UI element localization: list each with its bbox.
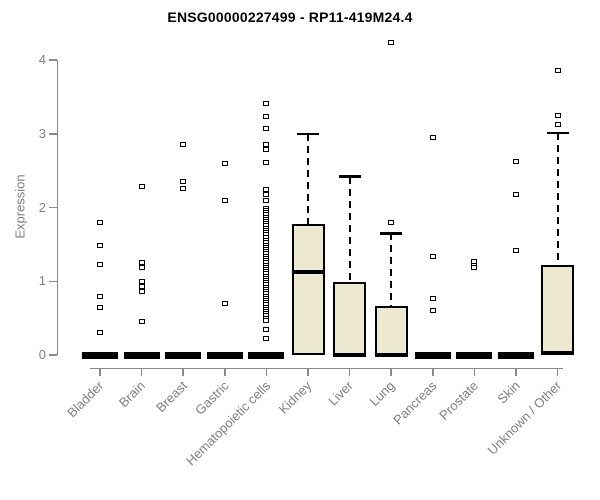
outlier-point	[138, 259, 145, 265]
outlier-point	[180, 142, 187, 148]
outlier-point	[263, 197, 270, 203]
x-axis-tick	[99, 368, 101, 376]
whisker-cap	[338, 175, 361, 178]
median-line	[541, 350, 575, 355]
median-line	[333, 353, 367, 357]
outlier-point	[263, 113, 270, 119]
x-axis-category-label: Unknown / Other	[348, 377, 565, 458]
box	[374, 306, 408, 355]
outlier-point	[263, 327, 270, 333]
outlier-point	[263, 187, 270, 193]
whisker-line	[307, 133, 309, 225]
outlier-point	[513, 159, 519, 165]
outlier-point	[471, 265, 478, 271]
x-axis-tick	[390, 368, 392, 376]
y-axis-tick	[49, 354, 57, 356]
whisker-line	[390, 233, 393, 307]
outlier-point	[263, 317, 270, 323]
x-axis-tick	[515, 368, 517, 376]
outlier-point	[97, 219, 103, 225]
y-axis-tick-label: 0	[38, 347, 46, 362]
x-axis-tick	[473, 368, 476, 376]
box-collapsed-median	[414, 351, 451, 359]
box-collapsed-median	[123, 351, 160, 359]
outlier-point	[97, 242, 103, 248]
outlier-point	[554, 121, 561, 127]
outlier-point	[138, 264, 145, 270]
y-axis-tick	[49, 59, 57, 61]
outlier-point	[138, 183, 145, 189]
outlier-point	[138, 289, 145, 295]
y-axis-tick	[49, 133, 57, 135]
outlier-point	[429, 254, 436, 260]
box	[333, 281, 367, 355]
x-axis-tick	[556, 368, 559, 376]
outlier-point	[429, 296, 436, 302]
outlier-point	[180, 179, 187, 185]
box	[291, 224, 325, 355]
whisker-cap	[380, 232, 403, 235]
outlier-point	[138, 283, 145, 289]
x-axis-tick	[224, 368, 226, 376]
whisker-cap	[297, 132, 319, 135]
outlier-point	[554, 112, 561, 118]
box	[541, 265, 575, 355]
median-line	[291, 269, 325, 274]
outlier-point	[221, 300, 228, 306]
median-line	[374, 353, 408, 357]
x-axis-category-text: Unknown / Other	[484, 378, 565, 458]
x-axis-tick	[182, 368, 184, 376]
x-axis-tick	[348, 368, 351, 376]
outlier-point	[263, 192, 270, 198]
whisker-cap	[546, 131, 569, 135]
box-collapsed-median	[206, 351, 243, 359]
box-collapsed-median	[498, 351, 534, 359]
y-axis-tick-label: 2	[38, 199, 46, 215]
x-axis-tick	[432, 368, 434, 376]
outlier-point	[263, 335, 270, 341]
outlier-point	[97, 293, 103, 299]
x-axis-line	[90, 367, 563, 369]
outlier-point	[221, 197, 228, 203]
outlier-point	[554, 67, 561, 73]
x-axis-tick	[140, 368, 143, 376]
outlier-point	[263, 101, 270, 106]
outlier-point	[221, 161, 228, 167]
outlier-point	[513, 192, 519, 198]
outlier-point	[388, 220, 395, 226]
outlier-point	[263, 147, 270, 153]
outlier-point	[180, 185, 187, 191]
outlier-point	[97, 330, 103, 336]
y-axis-line	[56, 60, 58, 355]
box-collapsed-median	[456, 351, 493, 359]
outlier-point	[388, 39, 395, 45]
y-axis-tick-label: 1	[38, 273, 46, 289]
y-axis-tick-label: 4	[38, 52, 46, 67]
outlier-point	[138, 319, 145, 325]
box-collapsed-median	[248, 351, 285, 359]
outlier-point	[97, 304, 103, 310]
y-axis-tick	[49, 280, 57, 282]
y-axis-tick-label: 3	[38, 125, 46, 141]
whisker-line	[348, 176, 351, 282]
box-collapsed-median	[82, 351, 118, 359]
y-axis-tick	[49, 206, 57, 209]
outlier-point	[429, 307, 436, 313]
outlier-point	[263, 126, 270, 132]
x-axis-tick	[307, 368, 309, 376]
outlier-point	[97, 261, 103, 267]
chart-title: ENSG00000227499 - RP11-419M24.4	[167, 9, 413, 25]
whisker-line	[556, 133, 559, 265]
x-axis-tick	[265, 368, 268, 376]
outlier-point	[513, 247, 519, 253]
box-collapsed-median	[165, 351, 202, 359]
outlier-point	[263, 160, 270, 165]
outlier-point	[429, 134, 436, 140]
outlier-point	[263, 142, 270, 148]
